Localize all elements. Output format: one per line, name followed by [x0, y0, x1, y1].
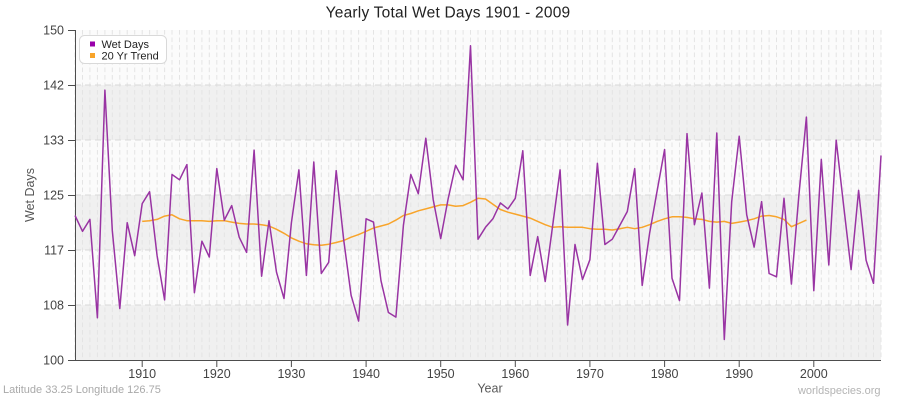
svg-text:Wet Days: Wet Days	[102, 39, 150, 51]
svg-text:Yearly Total Wet Days 1901 - 2: Yearly Total Wet Days 1901 - 2009	[326, 5, 571, 22]
svg-text:100: 100	[43, 354, 64, 368]
svg-text:1960: 1960	[501, 367, 529, 381]
svg-text:Latitude 33.25 Longitude 126.7: Latitude 33.25 Longitude 126.75	[3, 384, 161, 396]
svg-text:1990: 1990	[725, 367, 753, 381]
svg-text:worldspecies.org: worldspecies.org	[797, 385, 881, 397]
svg-text:117: 117	[44, 244, 64, 258]
svg-text:1910: 1910	[128, 367, 156, 381]
svg-text:20 Yr Trend: 20 Yr Trend	[102, 51, 159, 63]
svg-text:1940: 1940	[352, 367, 380, 381]
svg-text:Wet Days: Wet Days	[23, 168, 37, 222]
svg-text:125: 125	[43, 189, 64, 203]
svg-text:142: 142	[43, 79, 64, 93]
svg-text:108: 108	[43, 299, 64, 313]
svg-text:1920: 1920	[203, 367, 231, 381]
svg-text:150: 150	[43, 24, 64, 38]
svg-text:1970: 1970	[576, 367, 604, 381]
svg-text:1930: 1930	[277, 367, 305, 381]
svg-text:1950: 1950	[427, 367, 455, 381]
svg-text:Year: Year	[477, 382, 502, 396]
svg-text:1980: 1980	[651, 367, 679, 381]
svg-text:2000: 2000	[800, 367, 828, 381]
svg-text:133: 133	[43, 134, 64, 148]
